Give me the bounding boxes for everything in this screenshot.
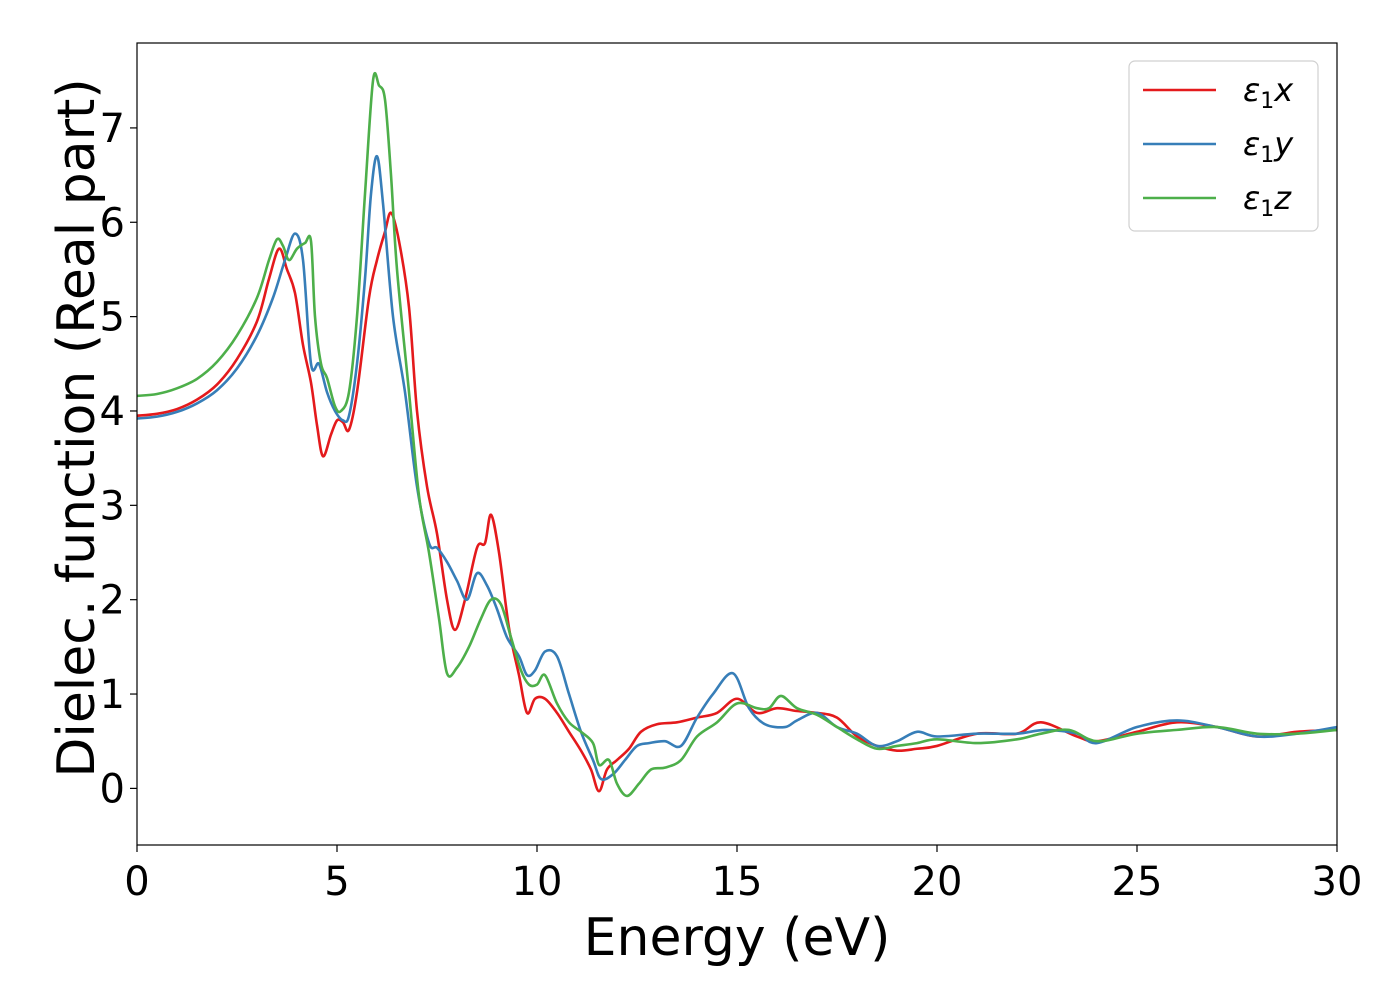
y-axis-label: Dielec. function (Real part) [47,78,107,777]
y-tick-label: 7 [100,106,125,152]
x-tick-label: 10 [512,859,563,905]
x-axis-label: Energy (eV) [584,908,891,968]
series-line-x [137,211,1337,793]
x-tick-label: 0 [124,859,149,905]
series-line-y [137,154,1337,781]
y-tick-label: 3 [100,483,125,529]
x-tick-label: 5 [324,859,349,905]
x-tick-label: 15 [712,859,763,905]
series-line-z [137,72,1337,798]
series-lines [137,72,1337,798]
y-tick-label: 1 [100,672,125,718]
x-axis: 0 5 10 15 20 25 30 [124,845,1362,905]
x-tick-label: 25 [1112,859,1163,905]
y-tick-label: 6 [100,200,125,246]
x-tick-label: 20 [912,859,963,905]
y-tick-label: 2 [100,578,125,624]
y-tick-label: 4 [100,389,125,435]
legend-label-z: ε1z [1243,179,1292,222]
legend-box [1128,60,1319,232]
legend-label-y: ε1y [1243,125,1294,168]
legend-label-x: ε1x [1243,71,1294,114]
plot-area [136,42,1338,846]
x-tick-label: 30 [1312,859,1363,905]
y-tick-label: 5 [100,295,125,341]
y-tick-label: 0 [100,766,125,812]
y-axis: 0 1 2 3 4 5 6 7 [100,106,137,812]
legend: ε1x ε1y ε1z [1128,60,1319,232]
